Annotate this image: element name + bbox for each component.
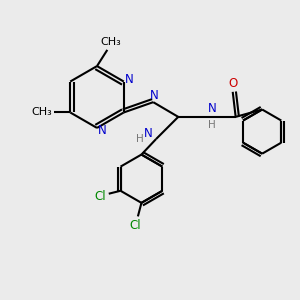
Text: N: N (150, 89, 159, 102)
Text: H: H (136, 134, 144, 144)
Text: N: N (125, 73, 134, 86)
Text: H: H (208, 120, 216, 130)
Text: CH₃: CH₃ (31, 107, 52, 118)
Text: Cl: Cl (130, 219, 141, 232)
Text: Cl: Cl (94, 190, 106, 203)
Text: N: N (143, 127, 152, 140)
Text: CH₃: CH₃ (100, 37, 121, 46)
Text: N: N (208, 102, 217, 116)
Text: O: O (228, 77, 237, 90)
Text: N: N (98, 124, 107, 137)
